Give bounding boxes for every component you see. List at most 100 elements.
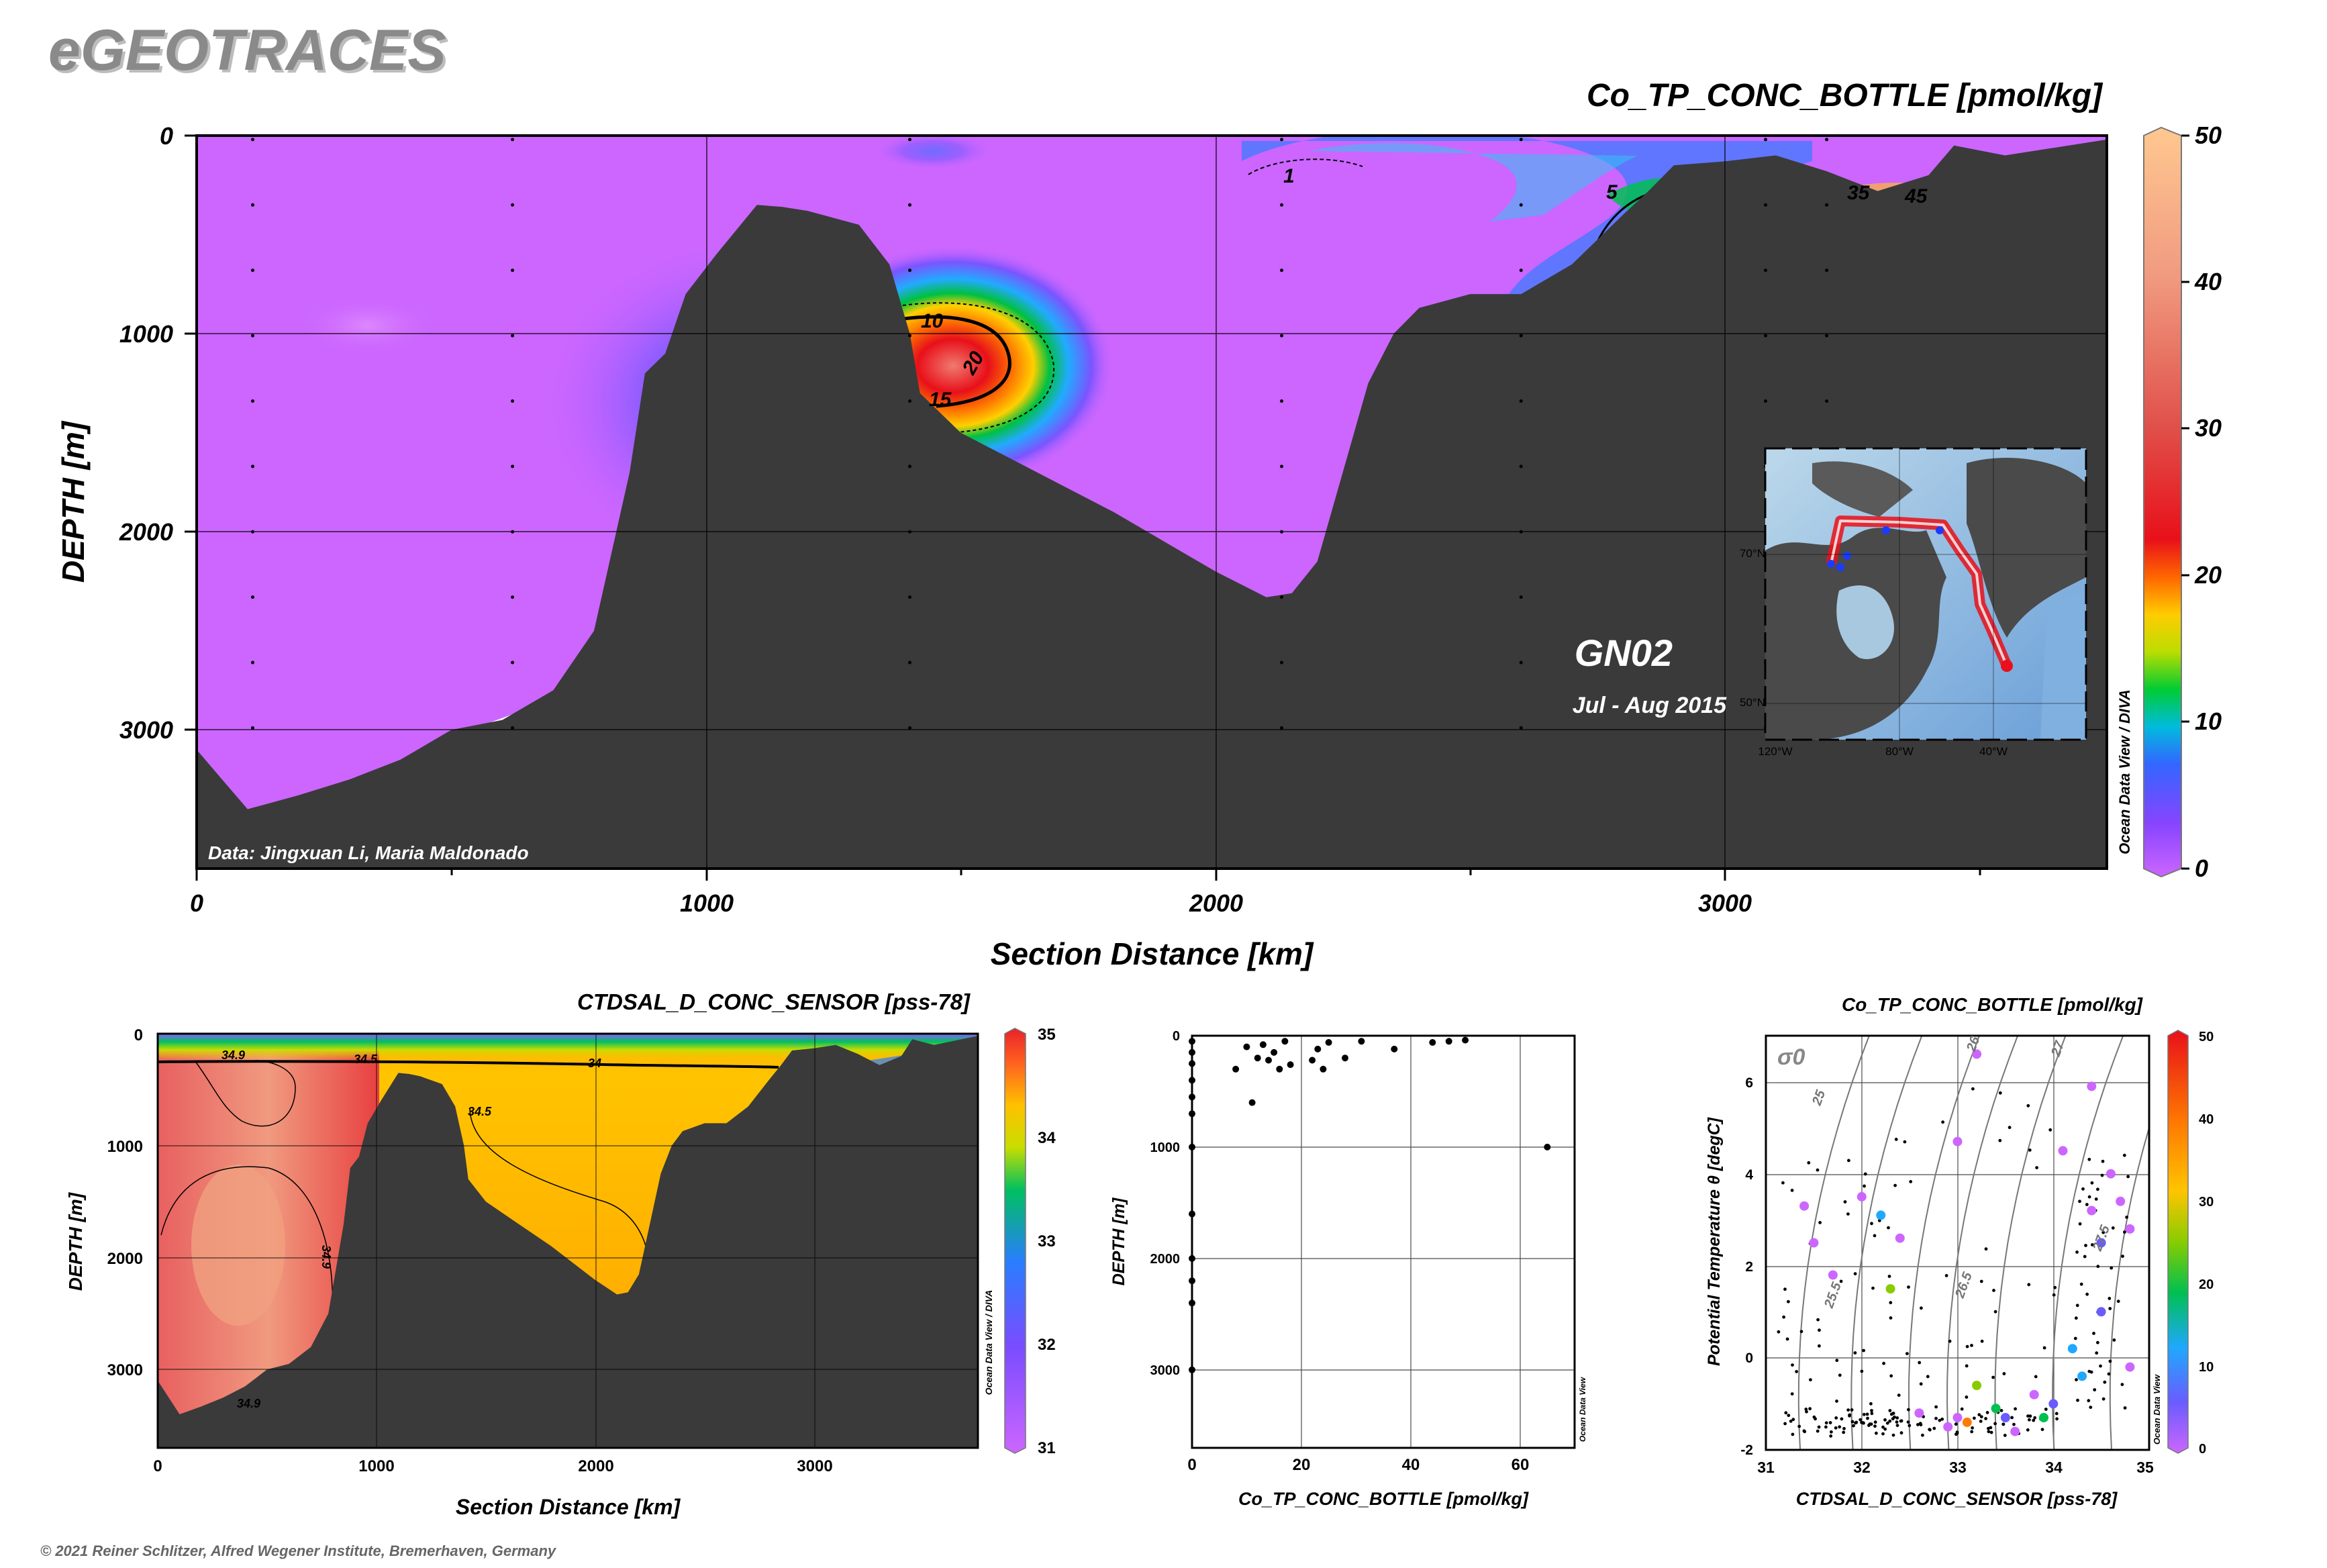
y-tick-label: 3000: [107, 1361, 143, 1379]
ts-x-axis-label: CTDSAL_D_CONC_SENSOR [pss-78]: [1796, 1489, 2118, 1509]
odv-watermark-ts: Ocean Data View: [2152, 1374, 2162, 1444]
ts-point: [2093, 1388, 2097, 1391]
ts-point: [1842, 1430, 1846, 1434]
ts-colored-point: [1914, 1408, 1924, 1418]
soft-patch: [294, 295, 442, 356]
ts-point: [1887, 1275, 1891, 1278]
ts-colored-point: [2125, 1224, 2135, 1234]
ts-point: [1984, 1247, 1988, 1251]
ts-point: [2075, 1304, 2079, 1308]
main-x-axis-label: Section Distance [km]: [991, 936, 1314, 971]
map-cruise-track: [1830, 520, 2008, 667]
station-sample-dot: [511, 530, 515, 534]
station-sample-dot: [511, 138, 515, 142]
ts-point: [1870, 1412, 1874, 1416]
ts-point: [1869, 1402, 1873, 1406]
cruise-dates: Jul - Aug 2015: [1573, 693, 1727, 718]
ts-point: [1795, 1370, 1799, 1373]
ts-point: [1888, 1409, 1892, 1412]
ts-point: [2073, 1336, 2077, 1340]
ts-point: [1860, 1369, 1864, 1373]
ts-point: [1840, 1417, 1844, 1421]
profile-point: [1325, 1039, 1332, 1046]
colorbar-tick: 33: [1038, 1232, 1056, 1251]
profile-point: [1320, 1065, 1327, 1073]
ts-point: [1782, 1315, 1786, 1319]
ts-point: [1885, 1421, 1889, 1425]
salinity-plot-area: [158, 1034, 978, 1448]
ts-colored-point: [1885, 1284, 1895, 1294]
ts-point: [1881, 1432, 1885, 1436]
colorbar-tick: 10: [2195, 707, 2222, 735]
ts-point: [2087, 1369, 2091, 1373]
map-land-greenland: [1967, 457, 2086, 638]
ts-point: [2087, 1157, 2091, 1161]
ts-point: [1853, 1272, 1857, 1275]
ts-point: [2028, 1418, 2031, 1422]
ts-point: [1960, 1407, 1964, 1411]
ts-point: [2028, 1414, 2032, 1418]
colorbar-tick: 0: [2199, 1442, 2206, 1457]
contour-label-35: 35: [1847, 182, 1871, 204]
sigma-label: σ0: [1777, 1044, 1805, 1070]
ts-point: [2014, 1407, 2018, 1411]
station-sample-dot: [1764, 334, 1768, 338]
ts-point: [1873, 1234, 1877, 1238]
ts-point: [1883, 1427, 1887, 1431]
contour-label: 34.9: [237, 1397, 260, 1410]
ts-point: [1842, 1426, 1846, 1430]
ts-point: [2096, 1340, 2099, 1344]
ts-point: [1993, 1310, 1997, 1314]
ts-point: [2116, 1300, 2120, 1304]
ts-point: [2033, 1416, 2037, 1420]
ts-point: [1781, 1181, 1785, 1185]
contour-label: 34.5: [354, 1052, 378, 1066]
colorbar-tick: 0: [2195, 854, 2208, 882]
ts-point: [2108, 1297, 2112, 1300]
station-sample-dot: [1519, 530, 1523, 534]
ts-background-points: [1777, 1087, 2130, 1438]
app-logo: eGEOTRACES: [48, 18, 446, 83]
ts-point: [2085, 1203, 2089, 1206]
x-tick-label: 31: [1757, 1459, 1775, 1476]
ts-point: [1887, 1226, 1890, 1230]
colorbar-tick: 40: [2194, 268, 2222, 295]
profile-point: [1254, 1055, 1261, 1062]
profile-y-ticks: 0 1000 2000 3000: [1150, 1029, 1181, 1378]
ts-point: [1869, 1422, 1873, 1426]
ts-point: [1835, 1400, 1838, 1403]
ts-point: [1955, 1430, 1959, 1434]
isopycnal-line: [1994, 1036, 2067, 1450]
ts-point: [1895, 1416, 1899, 1420]
ts-colored-point: [1856, 1191, 1867, 1202]
ts-point: [2100, 1173, 2104, 1177]
ts-point: [2112, 1338, 2116, 1342]
station-sample-dot: [1280, 530, 1284, 534]
station-sample-dot: [1280, 203, 1284, 207]
ts-point: [2054, 1412, 2059, 1416]
map-lat-label: 70°N: [1740, 547, 1765, 560]
ts-point: [1875, 1431, 1878, 1435]
station-sample-dot: [1280, 464, 1284, 469]
ts-point: [1965, 1364, 1969, 1368]
ts-point: [1918, 1361, 1922, 1365]
station-sample-dot: [1280, 268, 1284, 273]
ts-point: [1979, 1415, 1983, 1419]
station-sample-dot: [511, 203, 515, 207]
ts-point: [1934, 1405, 1938, 1409]
ts-point: [1895, 1424, 1899, 1428]
surface-patch: [873, 136, 993, 170]
map-lon-label: 80°W: [1885, 745, 1914, 758]
ts-point: [1787, 1300, 1790, 1304]
ts-point: [1870, 1409, 1873, 1412]
ts-point: [1871, 1286, 1875, 1290]
ts-point: [2052, 1293, 2056, 1297]
ts-point: [2044, 1408, 2048, 1411]
logo-shadow: eGEOTRACES: [51, 21, 449, 85]
ts-colored-point: [1962, 1417, 1972, 1427]
ts-point: [1873, 1424, 1877, 1428]
ts-point: [1940, 1417, 1944, 1421]
ts-colored-point: [1876, 1210, 1886, 1220]
station-sample-dot: [250, 399, 254, 403]
isopycnal-line: [1946, 1036, 2019, 1450]
